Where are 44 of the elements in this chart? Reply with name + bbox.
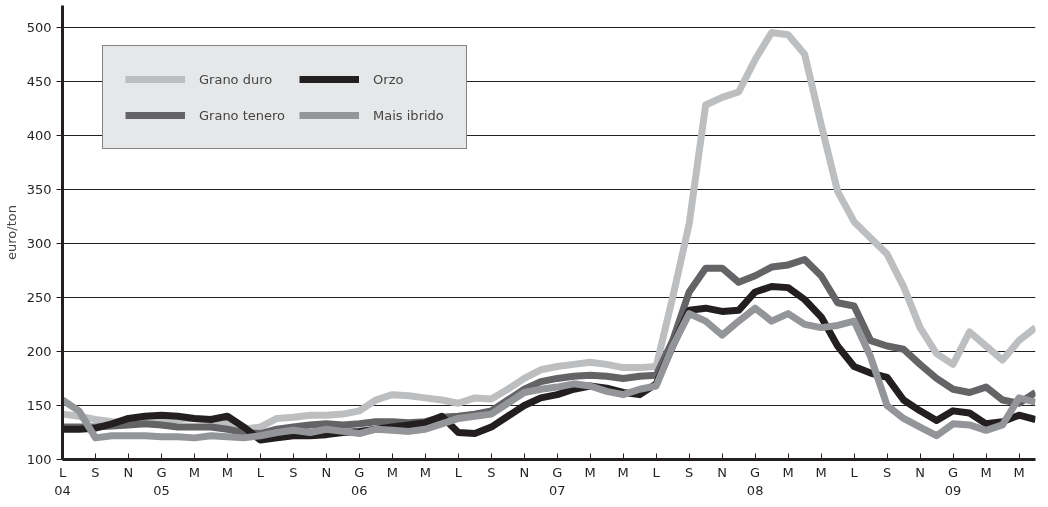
x-tick-label: S [882,464,892,480]
y-axis-title: euro/ton [3,205,19,260]
y-tick-label: 300 [26,235,52,251]
x-tick-label: L [850,464,859,480]
y-tick-label: 500 [26,19,52,35]
x-tick-label: S [91,464,100,480]
x-tick-label: M [386,464,398,480]
x-tick-label: M [584,464,596,480]
x-tick-label: S [487,464,496,480]
x-tick-label: L [454,464,463,480]
x-tick-label: N [915,464,925,480]
y-tick-label: 400 [26,127,52,143]
y-tick-label: 250 [26,289,52,305]
x-tick-label: M [1013,464,1025,480]
y-tick-label: 350 [26,181,52,197]
x-tick-label: M [188,464,201,480]
x-tick-label: G 08 [746,464,764,498]
x-tick-label: N [321,464,332,480]
x-tick-label: S [289,464,298,480]
x-tick-label: G 06 [351,464,368,498]
x-tick-label: M [419,464,431,480]
legend-label: Orzo [373,71,404,87]
x-tick-label: L 04 [54,464,71,498]
y-tick-label: 150 [26,397,52,413]
x-tick-label: N [123,464,134,480]
legend-label: Mais ibrido [373,107,444,123]
x-tick-label: L [256,464,265,480]
x-tick-label: G 09 [944,464,962,498]
y-tick-label: 100 [26,452,52,467]
y-tick-label: 200 [26,343,52,359]
x-tick-label: N [519,464,530,480]
x-tick-label: M [221,464,234,480]
x-tick-label: S [685,464,694,480]
y-tick-label: 450 [26,73,52,89]
x-tick-label: M [782,464,794,480]
x-tick-label: M [980,464,992,480]
legend-label: Grano tenero [199,107,286,123]
x-tick-label: L [652,464,661,480]
x-tick-label: G 07 [548,464,566,498]
x-tick-label: N [717,464,728,480]
legend-label: Grano duro [199,71,273,87]
x-tick-label: M [815,464,827,480]
x-tick-label: M [617,464,629,480]
x-tick-label: G 05 [153,464,170,498]
